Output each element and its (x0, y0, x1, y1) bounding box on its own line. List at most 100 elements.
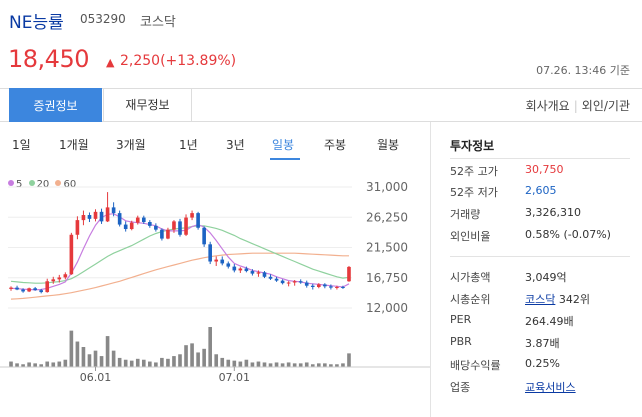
period-daily[interactable]: 일봉 (272, 138, 295, 152)
y-tick-label: 26,250 (366, 210, 408, 224)
info-value-52w-low: 2,605 (525, 184, 557, 197)
candle-body (69, 234, 74, 275)
candle-body (184, 217, 188, 235)
company-overview-link[interactable]: 회사개요 (525, 99, 570, 113)
info-value-industry: 교육서비스 (525, 379, 576, 395)
industry-link[interactable]: 교육서비스 (525, 381, 576, 394)
volume-bar (329, 364, 333, 367)
volume-bar (123, 359, 128, 367)
candle-body (15, 287, 19, 290)
header-links: 회사개요 | 외인/기관 (526, 97, 630, 114)
candle-body (39, 290, 44, 293)
volume-bar (129, 360, 134, 367)
volume-bar (214, 354, 219, 367)
volume-bar (268, 363, 273, 367)
volume-bar (87, 354, 92, 367)
timestamp: 07.26. 13:46 기준 (536, 64, 630, 77)
info-value-per: 264.49배 (525, 315, 574, 328)
tab-securities-info[interactable]: 증권정보 (9, 88, 102, 122)
x-tick-label: 06.01 (80, 371, 112, 384)
volume-bar (335, 364, 339, 367)
candle-body (335, 286, 339, 288)
info-value-market-cap: 3,049억 (525, 271, 567, 284)
candle-body (202, 227, 206, 245)
candle-body (160, 229, 164, 239)
info-label-52w-high: 52주 고가 (450, 165, 498, 178)
candle-body (148, 222, 152, 226)
period-weekly[interactable]: 주봉 (324, 138, 347, 152)
volume-bar (262, 362, 267, 367)
volume-bar (135, 358, 140, 367)
period-1m[interactable]: 1개월 (59, 138, 89, 152)
info-value-52w-high: 30,750 (525, 163, 564, 176)
foreign-institution-link[interactable]: 외인/기관 (581, 99, 630, 113)
volume-bar (184, 345, 188, 367)
candle-body (238, 268, 243, 271)
price-chart[interactable]: 31,000 26,250 21,500 16,750 12,000 06.01 07.01 (0, 170, 430, 417)
ma-legend: 5 20 60 (8, 179, 76, 190)
period-1d[interactable]: 1일 (12, 138, 31, 152)
candle-body (51, 279, 56, 282)
candle-body (347, 266, 351, 282)
stock-code: 053290 (80, 12, 126, 26)
volume-bar (250, 362, 255, 367)
candle-body (220, 259, 225, 264)
candle-body (268, 276, 273, 279)
volume-bar (105, 336, 110, 367)
volume-bar (292, 363, 297, 367)
ma20-label: 20 (36, 179, 50, 190)
candle-body (81, 215, 86, 221)
volume-bar (286, 362, 291, 367)
candle-body (298, 281, 303, 283)
volume-bar (274, 362, 279, 367)
candle-body (310, 285, 315, 287)
candle-body (87, 215, 92, 219)
candle-body (280, 280, 285, 284)
candle-body (256, 272, 261, 274)
volume-bar (27, 362, 31, 367)
market-link[interactable]: 코스닥 (525, 293, 556, 306)
info-value-cap-rank: 코스닥 342위 (525, 291, 590, 307)
info-value-pbr: 3.87배 (525, 337, 560, 350)
info-divider-2 (450, 256, 630, 257)
candle-body (33, 288, 37, 291)
period-3m[interactable]: 3개월 (116, 138, 146, 152)
volume-bar (111, 350, 116, 367)
volume-bar (160, 357, 164, 367)
candle-body (286, 282, 291, 284)
volume-bar (99, 356, 104, 367)
period-monthly[interactable]: 월봉 (377, 138, 400, 152)
volume-bar (347, 353, 351, 367)
candle-body (232, 266, 237, 271)
volume-bar (69, 330, 74, 367)
candle-body (75, 220, 80, 235)
candle-body (196, 213, 200, 228)
period-1y[interactable]: 1년 (179, 138, 198, 152)
candle-body (21, 289, 25, 292)
candle-body (304, 282, 309, 286)
volume-bar (232, 360, 237, 367)
volume-bar (75, 341, 80, 367)
candle-body (292, 281, 297, 283)
volume-bar (310, 364, 315, 367)
info-label-cap-rank: 시총순위 (450, 293, 491, 306)
candle-body (117, 213, 122, 225)
candle-body (329, 286, 333, 288)
period-3y[interactable]: 3년 (226, 138, 245, 152)
tab-bar (0, 88, 642, 122)
info-label-pbr: PBR (450, 335, 472, 348)
volume-bar (15, 363, 19, 367)
info-label-volume: 거래량 (450, 208, 481, 221)
volume-bar (21, 364, 25, 367)
volume-bar (220, 357, 225, 367)
candle-body (166, 229, 170, 239)
stock-name: NE능률 (9, 13, 64, 33)
candle-body (244, 268, 249, 272)
candle-body (154, 225, 158, 230)
ma60-dot-icon (55, 180, 62, 186)
volume-bar (166, 358, 170, 367)
info-value-dividend: 0.25% (525, 357, 560, 370)
tab-financial-info[interactable]: 재무정보 (103, 88, 192, 122)
candle-body (63, 274, 68, 278)
volume-bar (81, 347, 86, 367)
